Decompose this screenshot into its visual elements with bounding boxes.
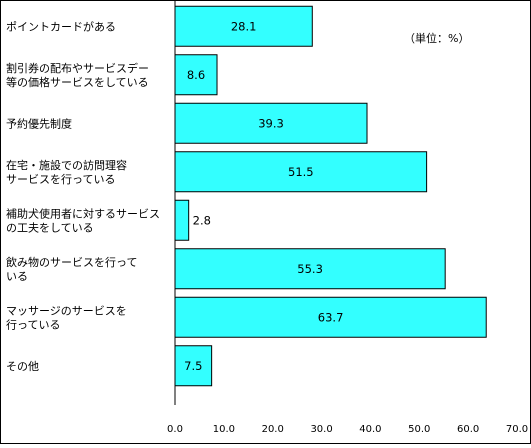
unit-note: （単位：%） xyxy=(404,31,469,45)
category-label: 予約優先制度 xyxy=(6,116,72,130)
x-tick-label: 0.0 xyxy=(167,424,183,435)
bar xyxy=(174,248,446,290)
x-tick-label: 60.0 xyxy=(457,424,479,435)
category-label: の工夫をしている xyxy=(6,221,94,234)
value-label: 63.7 xyxy=(318,310,344,324)
value-label: 51.5 xyxy=(288,165,314,179)
x-tick-label: 50.0 xyxy=(408,424,430,435)
x-axis-ticks: 0.0 10.0 20.0 30.0 40.0 50.0 60.0 70.0 xyxy=(167,424,528,435)
value-label: 55.3 xyxy=(297,262,323,276)
labels-layer: 28.1 ポイントカードがある 8.6 割引券の配布やサービスデー等の価格サービスをし… xyxy=(6,19,343,373)
category-label: 補助犬使用者に対するサービス xyxy=(6,206,160,220)
x-tick-label: 40.0 xyxy=(359,424,381,435)
bar xyxy=(174,102,368,144)
value-label: 39.3 xyxy=(258,116,284,130)
category-label: 在宅・施設での訪問理容 xyxy=(6,158,127,172)
value-label: 8.6 xyxy=(187,68,205,82)
category-label: 割引券の配布やサービスデー xyxy=(6,61,149,75)
bar xyxy=(174,199,190,241)
value-label: 2.8 xyxy=(193,213,211,227)
bar xyxy=(174,296,487,338)
bar xyxy=(174,151,428,193)
bar xyxy=(174,345,213,387)
x-tick-label: 20.0 xyxy=(262,424,284,435)
bar xyxy=(174,54,218,96)
category-label: 飲み物のサービスを行って xyxy=(6,255,137,269)
value-label: 7.5 xyxy=(184,359,202,373)
category-label: マッサージのサービスを xyxy=(6,304,127,317)
bars-layer xyxy=(174,5,487,387)
category-label: 等の価格サービスをしている xyxy=(6,75,149,89)
bar xyxy=(174,5,313,47)
category-label: いる xyxy=(6,270,28,283)
category-label: 行っている xyxy=(6,318,60,331)
value-label: 28.1 xyxy=(231,19,257,33)
category-label: ポイントカードがある xyxy=(6,19,116,33)
category-label: サービスを行っている xyxy=(6,173,115,186)
x-tick-label: 30.0 xyxy=(310,424,332,435)
category-label: その他 xyxy=(6,360,39,373)
x-tick-label: 10.0 xyxy=(213,424,235,435)
x-tick-label: 70.0 xyxy=(506,424,528,435)
